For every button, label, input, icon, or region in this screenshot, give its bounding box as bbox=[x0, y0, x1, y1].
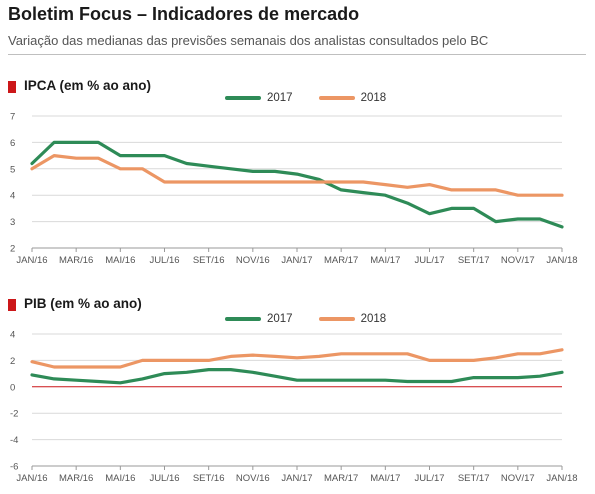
ipca-x-tick-label: JAN/16 bbox=[16, 255, 47, 266]
pib-x-tick-label: NOV/17 bbox=[501, 473, 535, 484]
ipca-x-tick-label: SET/17 bbox=[458, 255, 490, 266]
ipca-x-tick-label: NOV/16 bbox=[236, 255, 270, 266]
pib-legend-item-2017: 2017 bbox=[225, 313, 293, 325]
ipca-x-tick-label: MAR/17 bbox=[324, 255, 358, 266]
ipca-x-tick-label: MAI/16 bbox=[105, 255, 135, 266]
ipca-legend: 2017 2018 bbox=[225, 92, 412, 104]
pib-legend: 2017 2018 bbox=[225, 313, 412, 325]
ipca-section-marker bbox=[8, 81, 16, 93]
ipca-chart-title: IPCA (em % ao ano) bbox=[24, 78, 152, 93]
ipca-x-tick-label: SET/16 bbox=[193, 255, 225, 266]
page-subtitle: Variação das medianas das previsões sema… bbox=[8, 33, 489, 48]
pib-x-tick-label: JAN/17 bbox=[281, 473, 312, 484]
pib-x-tick-label: MAR/16 bbox=[59, 473, 93, 484]
pib-legend-swatch-2017 bbox=[225, 317, 261, 321]
pib-series-line-2018 bbox=[30, 348, 564, 369]
pib-x-tick-label: JUL/16 bbox=[149, 473, 179, 484]
ipca-x-tick-label: NOV/17 bbox=[501, 255, 535, 266]
pib-chart-title: PIB (em % ao ano) bbox=[24, 296, 142, 311]
pib-series-line-2017 bbox=[30, 368, 564, 385]
ipca-x-tick-label: JUL/17 bbox=[414, 255, 444, 266]
pib-x-tick-label: JUL/17 bbox=[414, 473, 444, 484]
ipca-y-tick-label: 2 bbox=[10, 244, 15, 255]
pib-y-tick-label: -2 bbox=[10, 409, 18, 420]
pib-x-tick-label: SET/17 bbox=[458, 473, 490, 484]
ipca-y-tick-label: 6 bbox=[10, 138, 15, 149]
ipca-x-tick-label: MAI/17 bbox=[370, 255, 400, 266]
ipca-y-tick-label: 4 bbox=[10, 191, 15, 202]
pib-legend-item-2018: 2018 bbox=[318, 313, 387, 325]
pib-x-tick-label: JAN/16 bbox=[16, 473, 47, 484]
pib-y-tick-label: -4 bbox=[10, 435, 18, 446]
ipca-legend-label-2017: 2017 bbox=[267, 92, 293, 104]
pib-legend-swatch-2018 bbox=[318, 317, 355, 321]
ipca-legend-item-2017: 2017 bbox=[225, 92, 293, 104]
ipca-series-line-2018 bbox=[30, 154, 564, 197]
pib-y-tick-label: 2 bbox=[10, 356, 15, 367]
ipca-x-tick-label: JAN/18 bbox=[546, 255, 577, 266]
ipca-legend-swatch-2017 bbox=[225, 96, 261, 100]
ipca-legend-label-2018: 2018 bbox=[360, 92, 387, 104]
pib-y-tick-label: -6 bbox=[10, 462, 18, 473]
pib-x-tick-label: NOV/16 bbox=[236, 473, 270, 484]
pib-x-tick-label: MAI/16 bbox=[105, 473, 135, 484]
ipca-legend-swatch-2018 bbox=[318, 96, 355, 100]
ipca-y-tick-label: 7 bbox=[10, 112, 15, 123]
pib-section-marker bbox=[8, 299, 16, 311]
pib-legend-label-2018: 2018 bbox=[360, 313, 387, 325]
ipca-legend-item-2018: 2018 bbox=[318, 92, 387, 104]
ipca-series-line-2017 bbox=[30, 140, 564, 229]
pib-y-tick-label: 4 bbox=[10, 330, 15, 341]
ipca-x-tick-label: MAR/16 bbox=[59, 255, 93, 266]
ipca-x-tick-label: JAN/17 bbox=[281, 255, 312, 266]
pib-x-tick-label: MAI/17 bbox=[370, 473, 400, 484]
pib-legend-label-2017: 2017 bbox=[267, 313, 293, 325]
page-title: Boletim Focus – Indicadores de mercado bbox=[8, 4, 360, 24]
ipca-x-tick-label: JUL/16 bbox=[149, 255, 179, 266]
pib-x-tick-label: JAN/18 bbox=[546, 473, 577, 484]
pib-y-tick-label: 0 bbox=[10, 382, 15, 393]
pib-x-tick-label: SET/16 bbox=[193, 473, 225, 484]
ipca-y-tick-label: 5 bbox=[10, 164, 15, 175]
pib-x-tick-label: MAR/17 bbox=[324, 473, 358, 484]
ipca-y-tick-label: 3 bbox=[10, 217, 15, 228]
header-divider bbox=[8, 54, 586, 55]
